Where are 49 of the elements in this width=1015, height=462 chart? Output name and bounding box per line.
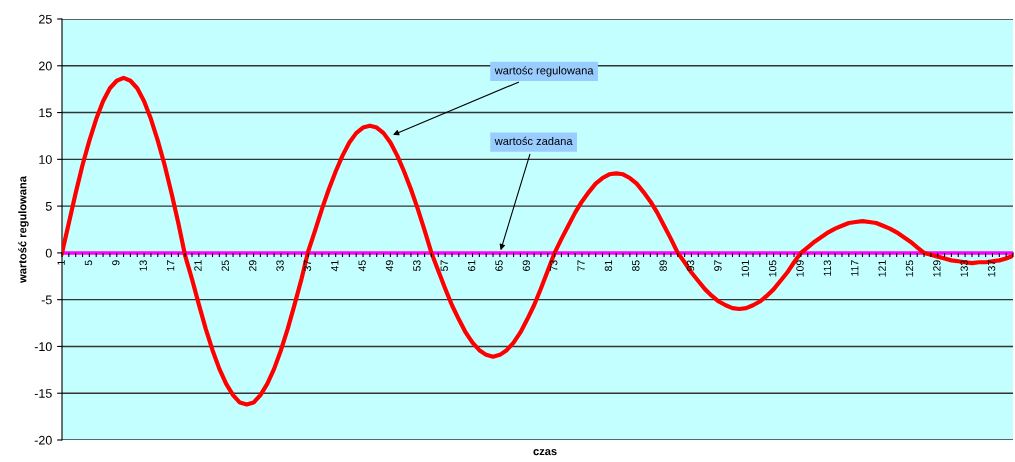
- x-tick-label: 61: [467, 260, 476, 271]
- x-tick-label: 57: [440, 260, 448, 271]
- x-tick-label: 33: [276, 260, 284, 272]
- x-tick-label: 97: [714, 260, 722, 271]
- x-tick-label: 113: [823, 260, 832, 276]
- x-tick-label: 105: [768, 260, 777, 277]
- x-tick-label: 29: [248, 260, 257, 271]
- x-tick-label: 89: [659, 260, 667, 271]
- annotation: wartośc zadana: [494, 136, 573, 146]
- y-tick-label: -5: [41, 295, 52, 305]
- y-tick-label: -20: [34, 435, 52, 445]
- y-tick-label: 10: [39, 155, 52, 164]
- y-tick-label: 20: [39, 61, 52, 71]
- x-tick-label: 93: [686, 260, 695, 271]
- x-tick-label: 85: [632, 260, 640, 271]
- x-tick-label: 17: [166, 260, 175, 271]
- x-tick-label: 45: [358, 260, 366, 272]
- x-tick-label: 117: [851, 260, 859, 276]
- x-tick-label: 101: [741, 260, 749, 277]
- x-tick-label: 13: [139, 260, 147, 271]
- x-tick-label: 81: [604, 260, 613, 271]
- x-tick-label: 73: [550, 260, 558, 271]
- x-tick-label: 69: [522, 260, 531, 271]
- x-tick-label: 77: [577, 260, 585, 271]
- y-tick-label: 0: [45, 248, 52, 258]
- annotation: wartośc regulowana: [494, 66, 594, 77]
- y-axis-title: wartość regulowana: [18, 176, 29, 283]
- y-tick-label: 15: [39, 108, 52, 118]
- x-tick-label: 1: [57, 260, 65, 265]
- y-tick-label: 5: [45, 202, 52, 211]
- x-tick-label: 53: [413, 260, 421, 271]
- x-tick-label: 109: [796, 260, 804, 277]
- x-tick-label: 41: [331, 260, 339, 272]
- x-tick-label: 21: [194, 260, 202, 271]
- x-tick-label: 5: [84, 260, 93, 266]
- x-tick-label: 125: [905, 260, 914, 277]
- x-tick-label: 137: [987, 260, 996, 277]
- x-tick-label: 133: [960, 260, 968, 277]
- x-tick-label: 9: [112, 260, 120, 266]
- x-tick-label: 129: [933, 260, 941, 277]
- x-tick-label: 65: [495, 260, 503, 271]
- y-tick-label: -10: [34, 342, 52, 352]
- x-tick-label: 25: [221, 260, 229, 271]
- x-tick-label: 49: [385, 260, 394, 272]
- x-tick-label: 37: [303, 260, 312, 272]
- x-tick-label: 121: [878, 260, 886, 277]
- x-axis-title: czas: [533, 449, 557, 456]
- y-tick-label: -15: [34, 389, 52, 398]
- y-tick-label: 25: [39, 14, 52, 24]
